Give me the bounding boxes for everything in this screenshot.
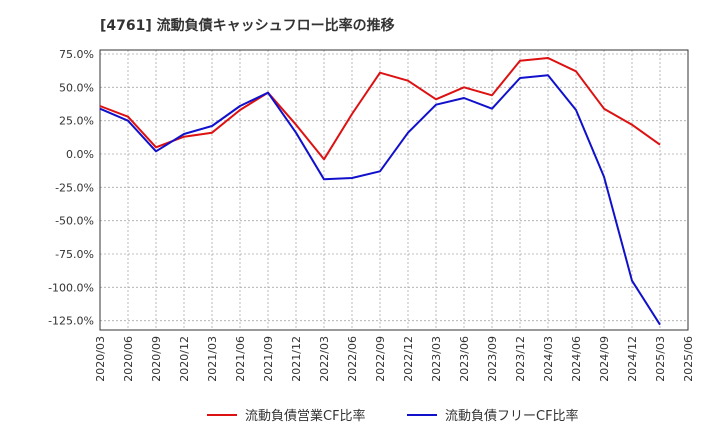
y-tick-label: -125.0% xyxy=(48,315,94,328)
x-tick-label: 2025/06 xyxy=(682,336,695,382)
chart-title: [4761] 流動負債キャッシュフロー比率の推移 xyxy=(100,17,395,34)
x-tick-label: 2024/09 xyxy=(598,336,611,382)
y-tick-label: 75.0% xyxy=(59,48,94,61)
x-tick-label: 2023/03 xyxy=(430,336,443,382)
y-tick-label: 25.0% xyxy=(59,115,94,128)
x-tick-label: 2024/03 xyxy=(542,336,555,382)
series-line-1 xyxy=(99,74,661,326)
x-tick-label: 2020/12 xyxy=(178,336,191,382)
legend: 流動負債営業CF比率 流動負債フリーCF比率 xyxy=(207,408,579,424)
x-tick-label: 2021/12 xyxy=(290,336,303,382)
x-tick-label: 2021/03 xyxy=(206,336,219,382)
x-tick-label: 2023/12 xyxy=(514,336,527,382)
x-tick-label: 2020/09 xyxy=(150,336,163,382)
grid-lines xyxy=(99,50,689,330)
x-tick-label: 2022/06 xyxy=(346,336,359,382)
x-tick-label: 2021/09 xyxy=(262,336,275,382)
legend-label-operating-cf: 流動負債営業CF比率 xyxy=(245,408,366,424)
x-tick-label: 2022/03 xyxy=(318,336,331,382)
x-tick-label: 2020/03 xyxy=(94,336,107,382)
y-tick-label: 50.0% xyxy=(59,81,94,94)
series-line-0 xyxy=(99,57,661,161)
x-tick-label: 2021/06 xyxy=(234,336,247,382)
x-axis: 2020/03 2020/06 2020/09 2020/12 2021/03 2021/… xyxy=(94,336,695,382)
x-tick-label: 2020/06 xyxy=(122,336,135,382)
x-tick-label: 2023/09 xyxy=(486,336,499,382)
y-tick-label: -25.0% xyxy=(55,181,94,194)
x-tick-label: 2022/12 xyxy=(402,336,415,382)
y-tick-label: 0.0% xyxy=(66,148,94,161)
legend-label-free-cf: 流動負債フリーCF比率 xyxy=(445,408,579,424)
plot-frame xyxy=(99,49,689,331)
y-tick-label: -75.0% xyxy=(55,248,94,261)
series-lines xyxy=(99,57,661,326)
y-axis: 75.0% 50.0% 25.0% 0.0% -25.0% -50.0% -75.0% -10… xyxy=(48,48,94,328)
x-tick-label: 2022/09 xyxy=(374,336,387,382)
x-tick-label: 2025/03 xyxy=(654,336,667,382)
x-tick-label: 2023/06 xyxy=(458,336,471,382)
y-tick-label: -50.0% xyxy=(55,215,94,228)
x-tick-label: 2024/12 xyxy=(626,336,639,382)
x-tick-label: 2024/06 xyxy=(570,336,583,382)
y-tick-label: -100.0% xyxy=(48,281,94,294)
